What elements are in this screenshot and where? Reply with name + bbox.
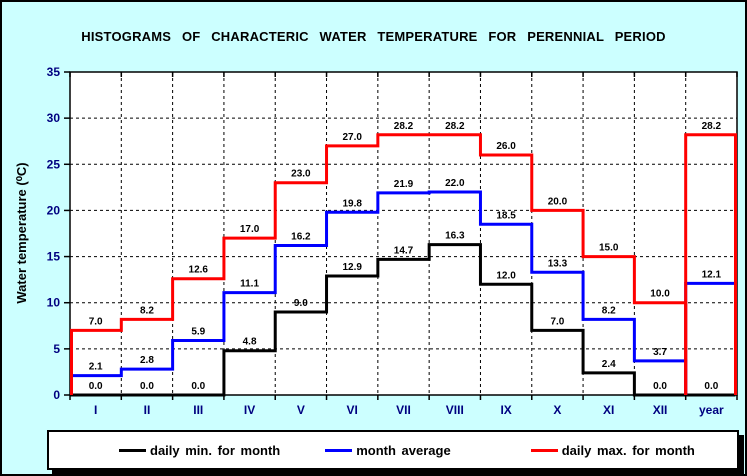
x-tick-label: IX	[500, 403, 511, 417]
value-label: 28.2	[445, 121, 465, 132]
x-tick-label: VI	[347, 403, 358, 417]
x-tick-label: VIII	[446, 403, 464, 417]
legend-item-daily-max: daily max. for month	[530, 442, 695, 458]
legend-item-month-average: month average	[325, 442, 451, 458]
series-year-box-daily-max-for-month	[684, 133, 737, 395]
y-tick-label: 10	[47, 296, 61, 310]
y-tick-labels: 0 5 10 15 20 25 30 35	[47, 65, 61, 402]
y-tick-label: 15	[47, 250, 61, 264]
legend-line-blue-icon	[325, 448, 353, 452]
value-labels: 0.0 0.0 0.0 4.8 9.0 12.9 14.7 16.3 12.0 7.0 2.4 0.0…	[89, 121, 722, 392]
value-label: 23.0	[291, 169, 311, 180]
value-label: 0.0	[653, 381, 667, 392]
y-tick-label: 30	[47, 111, 61, 125]
value-label: 27.0	[342, 132, 362, 143]
series-line-daily-max-for-month	[70, 133, 688, 395]
value-label: 17.0	[240, 224, 260, 235]
value-label: 10.0	[650, 289, 670, 300]
legend-label-month-average: month average	[356, 442, 451, 458]
value-label: 9.0	[294, 298, 308, 309]
value-label: 19.8	[342, 198, 362, 209]
value-label: 8.2	[602, 305, 616, 316]
value-label: 20.0	[548, 196, 568, 207]
x-tick-label: I	[94, 403, 97, 417]
y-tick-label: 5	[53, 342, 60, 356]
value-label: 2.4	[602, 359, 616, 370]
value-label: 5.9	[191, 327, 205, 338]
value-label: 12.1	[702, 269, 722, 280]
value-label: 0.0	[89, 381, 103, 392]
value-label: 2.1	[89, 362, 103, 373]
value-label: 4.8	[243, 337, 257, 348]
legend-label-daily-max: daily max. for month	[561, 442, 695, 458]
x-tick-label: IV	[244, 403, 255, 417]
value-label: 28.2	[394, 121, 414, 132]
x-tick-labels: I II III IV V VI VII VIII IX X XI XII year	[94, 403, 724, 417]
value-label: 3.7	[653, 347, 667, 358]
x-tick-label: X	[553, 403, 561, 417]
value-label: 7.0	[550, 316, 564, 327]
value-label: 16.2	[291, 231, 311, 242]
axis-ticks	[64, 71, 738, 400]
value-label: 28.2	[702, 121, 722, 132]
value-label: 11.1	[240, 279, 259, 290]
y-tick-label: 0	[53, 388, 60, 402]
y-tick-label: 35	[47, 65, 61, 79]
legend-line-black-icon	[119, 448, 146, 452]
chart-title: HISTOGRAMS OF CHARACTERIC WATER TEMPERAT…	[81, 29, 666, 44]
series-line-daily-min-for-month	[70, 243, 686, 397]
value-label: 12.9	[342, 262, 362, 273]
value-label: 21.9	[394, 179, 414, 190]
x-tick-label: VII	[396, 403, 411, 417]
y-tick-label: 25	[47, 157, 61, 171]
value-label: 12.6	[189, 265, 209, 276]
legend-item-daily-min: daily min. for month	[119, 443, 280, 458]
legend-line-red-icon	[530, 448, 558, 452]
value-label: 0.0	[704, 381, 718, 392]
value-label: 8.2	[140, 305, 154, 316]
value-label: 2.8	[140, 355, 154, 366]
value-label: 13.3	[548, 258, 568, 269]
series-line-month-average	[70, 190, 688, 395]
value-label: 15.0	[599, 243, 619, 254]
legend: daily min. for month month average daily…	[47, 430, 739, 470]
y-tick-label: 20	[47, 203, 61, 217]
x-tick-label: III	[193, 403, 203, 417]
value-label: 18.5	[496, 210, 516, 221]
value-label: 22.0	[445, 178, 465, 189]
value-label: 0.0	[140, 381, 154, 392]
x-tick-label: II	[144, 403, 151, 417]
value-label: 7.0	[89, 316, 103, 327]
x-tick-label: V	[297, 403, 305, 417]
value-label: 12.0	[496, 270, 516, 281]
value-label: 0.0	[191, 381, 205, 392]
series-daily-min-for-month	[70, 243, 736, 397]
x-tick-label: year	[699, 403, 724, 417]
value-label: 16.3	[445, 231, 465, 242]
x-tick-label: XI	[603, 403, 614, 417]
value-label: 26.0	[496, 141, 516, 152]
series-daily-max-for-month	[70, 133, 737, 395]
value-label: 14.7	[394, 245, 414, 256]
x-tick-label: XII	[653, 403, 668, 417]
legend-label-daily-min: daily min. for month	[150, 442, 281, 458]
